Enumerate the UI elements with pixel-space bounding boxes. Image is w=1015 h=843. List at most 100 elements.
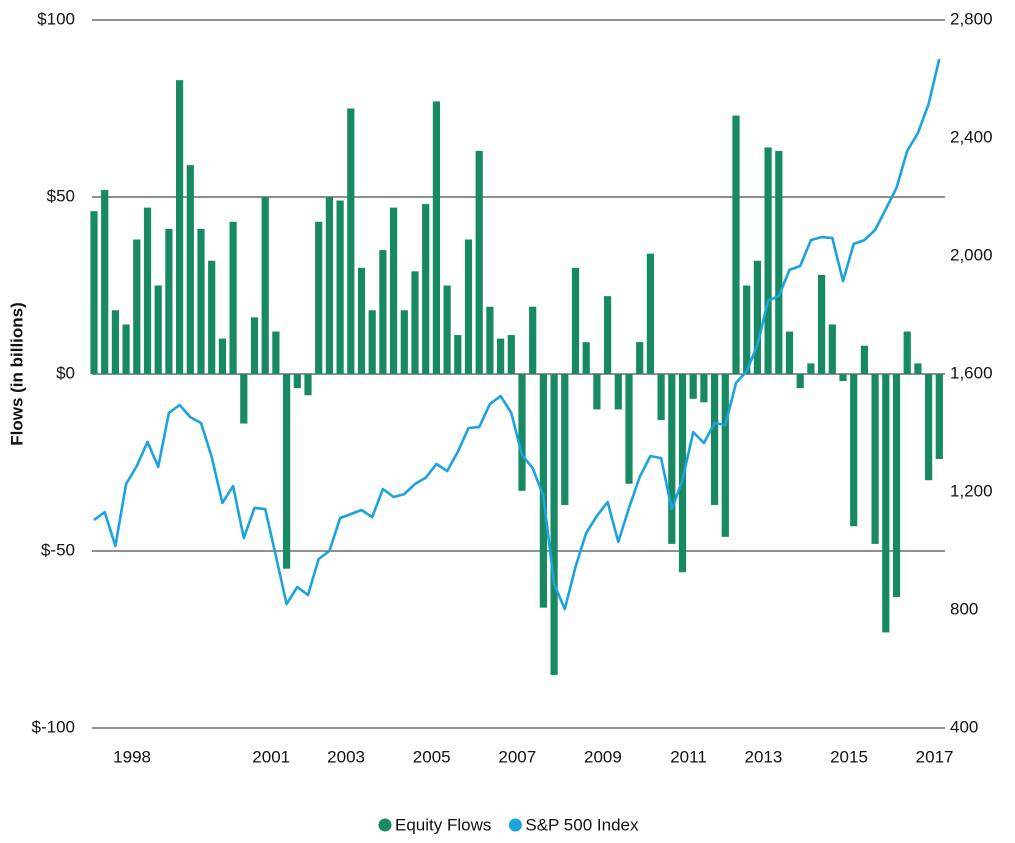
bar [325,197,333,374]
bar [668,374,676,544]
bar [143,207,152,374]
bar [229,221,237,374]
bar [903,331,911,374]
bar [390,207,398,374]
bar [208,260,216,374]
bar [796,374,804,389]
bar [261,197,269,374]
bar [625,374,633,484]
bar [807,363,815,374]
y2-tick-label: 400 [950,717,978,736]
bar [582,342,590,374]
bar [561,374,569,505]
bar [689,374,697,399]
y-tick-label: $0 [56,363,75,382]
bar [272,331,280,374]
bar [518,374,526,491]
bar [711,374,719,505]
y-tick-label: $-100 [32,717,75,736]
x-tick-label: 2009 [584,747,622,766]
x-tick-label: 2007 [498,747,536,766]
bar [657,374,665,421]
bar [775,150,783,374]
bar [111,310,119,374]
x-tick-label: 1998 [113,747,151,766]
y-tick-label: $100 [37,9,75,28]
bar [443,285,451,374]
bar [828,324,836,374]
bar [892,374,901,598]
x-tick-label: 2003 [327,747,365,766]
legend-marker [378,818,392,832]
bar [336,200,344,374]
x-tick-label: 2015 [830,747,868,766]
y2-tick-label: 2,400 [950,127,993,146]
bar [90,211,98,374]
bar [283,374,291,569]
bar [732,115,740,374]
y2-tick-label: 1,600 [950,363,993,382]
bar [785,331,794,374]
bar [154,285,162,374]
y2-tick-label: 800 [950,599,978,618]
bar [593,374,601,410]
bar [753,260,761,374]
bar [764,147,772,374]
bar [432,101,440,375]
line [93,58,941,611]
bar [304,374,312,396]
bar [464,239,473,374]
bar [176,80,184,375]
bar [550,374,558,675]
bar [186,165,194,374]
x-tick-label: 2011 [670,747,707,766]
bar [357,267,366,374]
bar [636,342,644,374]
y-axis-title: Flows (in billions) [7,302,26,446]
bar [197,228,205,374]
x-tick-label: 2017 [916,747,954,766]
x-tick-label: 2001 [252,747,290,766]
bar [347,108,355,374]
bar [368,310,376,374]
bar [539,374,547,608]
bar [529,306,537,374]
bar [860,345,868,374]
bar [721,374,729,537]
bar [507,335,515,374]
bar [101,189,109,374]
x-tick-label: 2005 [413,747,451,766]
bar [250,317,259,374]
y2-tick-label: 2,800 [950,9,993,28]
bar [218,338,226,374]
x-tick-label: 2013 [744,747,782,766]
bar [882,374,890,633]
bar [700,374,708,403]
bar [925,374,933,481]
bar [122,324,130,374]
legend-label: S&P 500 Index [525,815,639,834]
y2-tick-label: 2,000 [950,245,993,264]
bar [604,296,612,374]
bar [165,228,173,374]
y2-tick-label: 1,200 [950,481,993,500]
bar [240,374,248,424]
y-tick-label: $50 [47,186,75,205]
bar [818,274,826,374]
legend-label: Equity Flows [395,815,491,834]
bar [475,150,483,374]
bar [935,374,943,459]
bar [678,374,687,573]
legend-marker [508,818,522,832]
bar [315,221,323,374]
bar [422,204,430,374]
bar [411,271,419,374]
y-tick-label: $-50 [41,540,75,559]
bar [486,306,494,374]
bar [871,374,879,544]
bar [400,310,408,374]
bar [379,250,387,374]
bar [454,335,462,374]
bar [133,239,141,374]
